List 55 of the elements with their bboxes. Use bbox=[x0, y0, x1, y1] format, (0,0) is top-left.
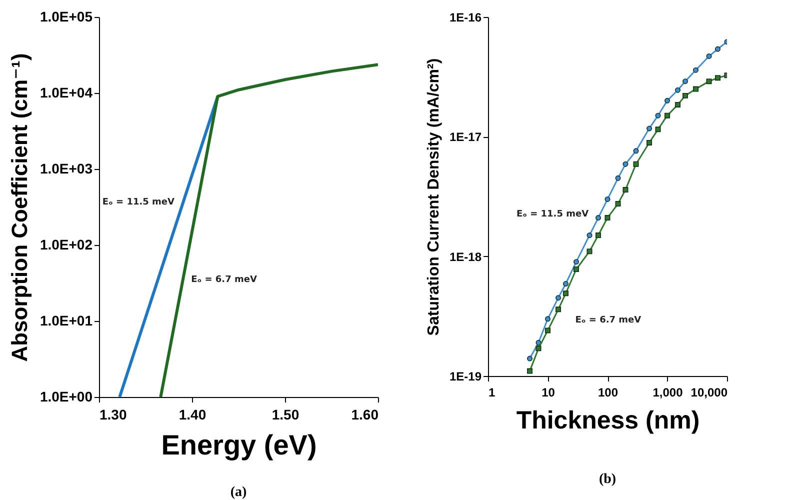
x-tick-label: 1 bbox=[488, 386, 496, 400]
x-tick-label: 100 bbox=[598, 386, 618, 400]
y-tick-label: 1.0E+03 bbox=[40, 160, 93, 176]
point bbox=[715, 46, 720, 52]
point bbox=[556, 295, 562, 301]
y-tick-label: 1E-18 bbox=[449, 250, 482, 264]
point bbox=[527, 356, 533, 362]
point bbox=[693, 67, 699, 73]
point bbox=[596, 215, 601, 221]
x-tick-label: 1,000 bbox=[652, 386, 684, 400]
point bbox=[655, 126, 661, 132]
point bbox=[715, 75, 720, 81]
point bbox=[675, 87, 681, 93]
series-label: Eₒ = 6.7 meV bbox=[575, 315, 642, 326]
point bbox=[615, 201, 621, 207]
point bbox=[586, 248, 592, 254]
y-tick-label: 1E-16 bbox=[449, 10, 482, 24]
point bbox=[545, 328, 550, 334]
point bbox=[693, 86, 699, 92]
y-axis-title: Saturation Current Density (mA/cm²) bbox=[425, 58, 442, 336]
y-tick-label: 1.0E+01 bbox=[40, 312, 93, 328]
x-tick-label: 1.50 bbox=[272, 406, 300, 422]
x-tick-label: 1.40 bbox=[178, 406, 206, 422]
point bbox=[675, 102, 681, 108]
point bbox=[604, 215, 610, 221]
x-tick-label: 1.30 bbox=[100, 406, 127, 422]
point bbox=[655, 112, 661, 118]
point bbox=[545, 316, 550, 322]
point bbox=[536, 346, 542, 352]
series-label: Eₒ = 11.5 meV bbox=[516, 210, 589, 220]
y-tick-label: 1E-17 bbox=[449, 130, 482, 144]
point bbox=[536, 340, 542, 346]
series-label: Eₒ = 11.5 meV bbox=[102, 197, 175, 208]
x-tick-label: 1.60 bbox=[351, 406, 379, 422]
point bbox=[604, 196, 610, 202]
y-axis-title: Absorption Coefficient (cm⁻¹) bbox=[6, 53, 32, 362]
y-tick-label: 1.0E+04 bbox=[40, 84, 93, 100]
y-tick-label: 1.0E+00 bbox=[40, 388, 93, 404]
series-label: Eₒ = 6.7 meV bbox=[191, 275, 257, 286]
point bbox=[556, 306, 562, 312]
point bbox=[586, 232, 592, 238]
point bbox=[596, 232, 601, 238]
point bbox=[527, 368, 533, 374]
point bbox=[664, 112, 670, 118]
y-tick-label: 1E-19 bbox=[449, 370, 482, 384]
y-tick-label: 1.0E+02 bbox=[40, 236, 93, 252]
x-axis-title: Energy (eV) bbox=[161, 430, 317, 460]
point bbox=[664, 98, 670, 104]
y-tick-label: 1.0E+05 bbox=[40, 8, 93, 24]
text: (a) bbox=[230, 485, 247, 500]
x-axis-title: Thickness (nm) bbox=[516, 406, 700, 434]
x-tick-label: 10,000 bbox=[690, 386, 728, 400]
text: (b) bbox=[598, 472, 616, 487]
point bbox=[615, 175, 621, 181]
x-tick-label: 10 bbox=[542, 386, 556, 400]
